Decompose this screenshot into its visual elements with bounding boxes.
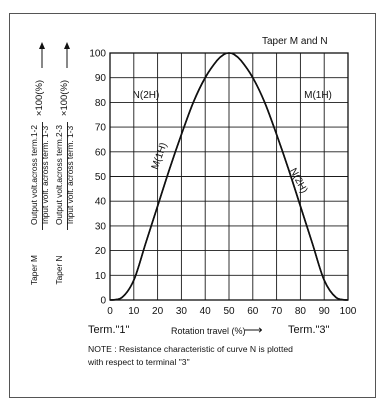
x-tick-label: 50 xyxy=(223,306,235,317)
series-line-n xyxy=(109,52,349,301)
y-tick-label: 50 xyxy=(95,172,107,183)
y-tick-label: 80 xyxy=(95,98,107,109)
x-axis-arrow: ⟶ xyxy=(244,322,263,337)
y-tick-label: 20 xyxy=(95,246,107,257)
term-1-label: Term."1" xyxy=(88,324,130,336)
x-tick-label: 20 xyxy=(152,306,164,317)
x-tick-label: 30 xyxy=(176,306,188,317)
series-label-m-upper: M(1H) xyxy=(304,90,332,101)
x-tick-label: 70 xyxy=(271,306,283,317)
y-tick-label: 90 xyxy=(95,73,107,84)
tick-layer: 0 10 20 30 40 50 60 70 80 90 100 0 10 20 30 40 50 60 70 80 9… xyxy=(89,49,356,318)
y-title-n-arrow-head xyxy=(64,42,70,49)
y-tick-label: 40 xyxy=(95,197,107,208)
x-tick-label: 60 xyxy=(247,306,259,317)
y-title-m-arrow-head xyxy=(39,42,45,49)
x-axis-label: Rotation travel (%) xyxy=(171,326,246,336)
note-line-1: NOTE : Resistance characteristic of curv… xyxy=(88,344,293,354)
x-tick-label: 10 xyxy=(128,306,140,317)
y-tick-label: 70 xyxy=(95,123,107,134)
y-tick-label: 60 xyxy=(95,147,107,158)
x-tick-label: 80 xyxy=(295,306,307,317)
y-tick-label: 100 xyxy=(89,49,106,60)
y-title-n-input: Input volt. across term. 1-3 xyxy=(65,126,75,225)
y-title-m-output: Output volt.across term.1-2 xyxy=(29,125,39,225)
y-tick-label: 10 xyxy=(95,271,107,282)
x-tick-label: 100 xyxy=(340,306,357,317)
y-title-m-factor: ×100(%) xyxy=(34,80,45,116)
x-tick-label: 0 xyxy=(107,306,113,317)
series-label-m-mid: M(1H) xyxy=(150,141,170,171)
x-tick-label: 90 xyxy=(319,306,331,317)
y-title-n-factor: ×100(%) xyxy=(59,80,70,116)
series-label-n-upper: N(2H) xyxy=(133,90,160,101)
y-title-m-input: Input volt. across term. 1-3 xyxy=(40,126,50,225)
y-tick-label: 0 xyxy=(100,296,106,307)
x-tick-label: 40 xyxy=(200,306,212,317)
term-3-label: Term."3" xyxy=(288,324,330,336)
chart-frame xyxy=(9,13,376,398)
y-title-n-output: Output volt.across term.2-3 xyxy=(54,125,64,225)
note-line-2: with respect to terminal "3" xyxy=(88,357,190,367)
y-title-taper-n: Taper N xyxy=(54,255,64,284)
chart-title: Taper M and N xyxy=(262,36,328,47)
y-tick-label: 30 xyxy=(95,221,107,232)
series-label-n-mid: N(2H) xyxy=(287,166,309,195)
y-title-taper-m: Taper M xyxy=(29,255,39,285)
